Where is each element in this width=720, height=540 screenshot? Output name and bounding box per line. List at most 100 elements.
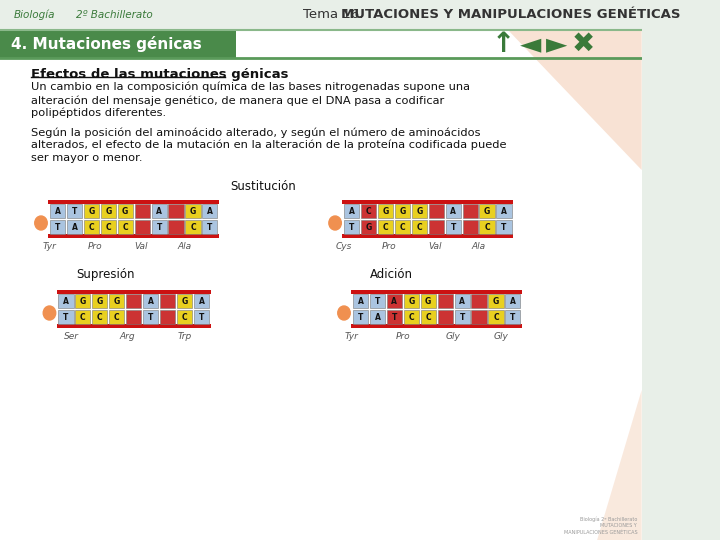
Bar	[185, 204, 201, 218]
Bar	[462, 204, 477, 218]
Bar	[395, 204, 410, 218]
Bar	[168, 220, 184, 234]
Text: C: C	[426, 313, 431, 321]
Bar	[446, 220, 461, 234]
Bar	[160, 294, 175, 308]
Circle shape	[43, 306, 55, 320]
Bar	[67, 220, 82, 234]
Text: Cys: Cys	[336, 242, 352, 251]
Text: G: G	[416, 206, 423, 215]
Bar	[378, 220, 393, 234]
Bar	[387, 310, 402, 324]
Text: 4. Mutaciones génicas: 4. Mutaciones génicas	[11, 36, 202, 52]
Text: C: C	[485, 222, 490, 232]
Text: Trp: Trp	[177, 332, 192, 341]
Bar	[50, 220, 65, 234]
Text: Val: Val	[134, 242, 148, 251]
Text: C: C	[122, 222, 128, 232]
Bar	[109, 294, 125, 308]
Text: G: G	[114, 296, 120, 306]
Text: MUTACIONES Y MANIPULACIONES GENÉTICAS: MUTACIONES Y MANIPULACIONES GENÉTICAS	[341, 9, 681, 22]
Polygon shape	[356, 30, 642, 170]
Bar	[395, 220, 410, 234]
Bar	[202, 220, 217, 234]
Text: A: A	[199, 296, 204, 306]
Bar	[194, 294, 209, 308]
Bar	[117, 204, 132, 218]
Bar	[92, 294, 107, 308]
Text: Val: Val	[428, 242, 441, 251]
Text: T: T	[501, 222, 507, 232]
Bar	[185, 220, 201, 234]
Text: C: C	[89, 222, 94, 232]
Text: T: T	[156, 222, 162, 232]
Text: C: C	[400, 222, 405, 232]
Text: A: A	[55, 206, 60, 215]
Bar	[428, 220, 444, 234]
Text: polipéptidos diferentes.: polipéptidos diferentes.	[31, 108, 166, 118]
Bar	[387, 294, 402, 308]
Bar	[57, 324, 211, 328]
Text: C: C	[382, 222, 388, 232]
Bar	[151, 220, 166, 234]
Text: G: G	[382, 206, 389, 215]
Text: alteración del mensaje genético, de manera que el DNA pasa a codificar: alteración del mensaje genético, de mane…	[31, 95, 444, 105]
Text: T: T	[55, 222, 60, 232]
Text: Tema 16.: Tema 16.	[303, 9, 368, 22]
Text: C: C	[190, 222, 196, 232]
Bar	[194, 310, 209, 324]
Text: A: A	[510, 296, 516, 306]
Bar	[76, 310, 91, 324]
Text: A: A	[450, 206, 456, 215]
Bar	[496, 204, 511, 218]
Text: A: A	[71, 222, 77, 232]
Text: Un cambio en la composición química de las bases nitrogenadas supone una: Un cambio en la composición química de l…	[31, 82, 470, 92]
Bar	[177, 294, 192, 308]
Bar	[361, 204, 376, 218]
Text: C: C	[408, 313, 414, 321]
Bar	[84, 204, 99, 218]
Bar	[126, 294, 141, 308]
Text: Según la posición del aminoácido alterado, y según el número de aminoácidos: Según la posición del aminoácido alterad…	[31, 127, 481, 138]
Bar	[412, 204, 427, 218]
Text: G: G	[365, 222, 372, 232]
Bar	[143, 294, 158, 308]
Bar	[135, 204, 150, 218]
Bar	[202, 204, 217, 218]
Text: T: T	[63, 313, 68, 321]
Text: T: T	[459, 313, 465, 321]
Bar	[160, 310, 175, 324]
Text: T: T	[392, 313, 397, 321]
Text: Tyr: Tyr	[43, 242, 57, 251]
Bar	[446, 204, 461, 218]
Polygon shape	[454, 390, 642, 540]
Text: T: T	[358, 313, 363, 321]
Bar	[454, 310, 469, 324]
Text: G: G	[425, 296, 431, 306]
Text: A: A	[501, 206, 507, 215]
Text: A: A	[392, 296, 397, 306]
Text: Gly: Gly	[493, 332, 508, 341]
Bar	[420, 310, 436, 324]
Bar	[76, 294, 91, 308]
Circle shape	[329, 216, 341, 230]
Bar	[472, 310, 487, 324]
Text: T: T	[199, 313, 204, 321]
Text: G: G	[80, 296, 86, 306]
Bar	[57, 290, 211, 294]
Bar	[58, 294, 73, 308]
Bar	[488, 294, 503, 308]
Bar	[67, 204, 82, 218]
Text: Tyr: Tyr	[345, 332, 359, 341]
Bar	[344, 204, 359, 218]
Bar	[84, 220, 99, 234]
Text: A: A	[156, 206, 162, 215]
Text: Pro: Pro	[395, 332, 410, 341]
Bar	[488, 310, 503, 324]
Text: 2º Bachillerato: 2º Bachillerato	[76, 10, 153, 20]
Bar	[48, 234, 219, 238]
Text: Supresión: Supresión	[76, 268, 134, 281]
Text: C: C	[105, 222, 111, 232]
Text: T: T	[349, 222, 354, 232]
Text: G: G	[122, 206, 128, 215]
